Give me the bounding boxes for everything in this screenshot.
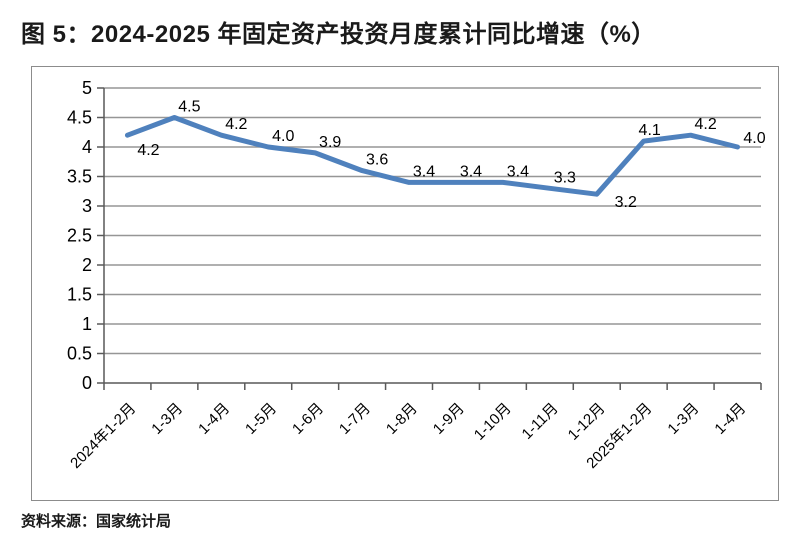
x-axis-label: 1-4月	[711, 400, 749, 438]
data-label: 4.2	[694, 116, 716, 133]
x-axis-label-group: 1-11月	[519, 400, 562, 443]
x-axis-label-group: 1-8月	[383, 400, 421, 438]
y-axis-label: 0	[82, 373, 92, 393]
x-axis-label: 2024年1-2月	[67, 400, 139, 472]
y-axis-label: 1	[82, 314, 92, 334]
data-label: 3.4	[507, 163, 529, 180]
figure-title: 图 5：2024-2025 年固定资产投资月度累计同比增速（%）	[21, 21, 656, 48]
data-label: 3.4	[460, 163, 482, 180]
data-label: 4.5	[178, 99, 200, 116]
x-axis-label-group: 1-3月	[664, 400, 702, 438]
y-axis-label: 3.5	[67, 167, 92, 187]
x-axis-label: 1-9月	[430, 400, 468, 438]
x-axis-label-group: 1-10月	[471, 400, 515, 444]
data-label: 4.2	[225, 116, 247, 133]
data-label: 4.1	[639, 122, 661, 139]
x-axis-label: 1-4月	[195, 400, 233, 438]
x-axis-label: 1-3月	[148, 400, 186, 438]
y-axis-label: 1.5	[67, 285, 92, 305]
x-axis-label-group: 1-9月	[430, 400, 468, 438]
x-axis-label: 1-11月	[519, 400, 562, 443]
chart-frame: 5 4.5 4 3.5 3 2.5 2 1.5 1 0.5 0 2024年1-2月 1-3月 1-4月 1-…	[31, 66, 779, 501]
y-axis-label: 2	[82, 255, 92, 275]
data-label: 4.0	[743, 130, 765, 147]
x-axis-label: 1-6月	[289, 400, 327, 438]
data-label: 4.2	[137, 142, 159, 159]
x-axis-label-group: 1-4月	[195, 400, 233, 438]
x-axis-label: 1-5月	[242, 400, 280, 438]
data-label: 4.0	[272, 128, 294, 145]
y-axis-label: 0.5	[67, 344, 92, 364]
x-axis-label-group: 2024年1-2月	[67, 400, 139, 472]
data-label: 3.6	[366, 152, 388, 169]
data-label: 3.2	[615, 194, 637, 211]
x-axis-label-group: 1-6月	[289, 400, 327, 438]
data-label: 3.9	[319, 134, 341, 151]
y-axis-label: 3	[82, 196, 92, 216]
y-axis-label: 5	[82, 78, 92, 98]
source-note: 资料来源：国家统计局	[21, 513, 172, 530]
x-axis-label: 1-10月	[471, 400, 515, 444]
x-axis-label-group: 1-12月	[565, 400, 609, 444]
y-axis-label: 4.5	[67, 108, 92, 128]
x-axis-label-group: 1-5月	[242, 400, 280, 438]
series-line	[124, 115, 741, 197]
x-axis-label: 1-8月	[383, 400, 421, 438]
x-axis-label-group: 1-7月	[336, 400, 374, 438]
y-axis-label: 4	[82, 137, 92, 157]
x-axis-label-group: 1-4月	[711, 400, 749, 438]
x-axis-label: 1-12月	[565, 400, 609, 444]
data-label: 3.3	[554, 169, 576, 186]
y-axis-label: 2.5	[67, 226, 92, 246]
x-axis-label-group: 1-3月	[148, 400, 186, 438]
data-label: 3.4	[413, 163, 435, 180]
x-axis-label: 1-7月	[336, 400, 374, 438]
x-axis-label: 1-3月	[664, 400, 702, 438]
